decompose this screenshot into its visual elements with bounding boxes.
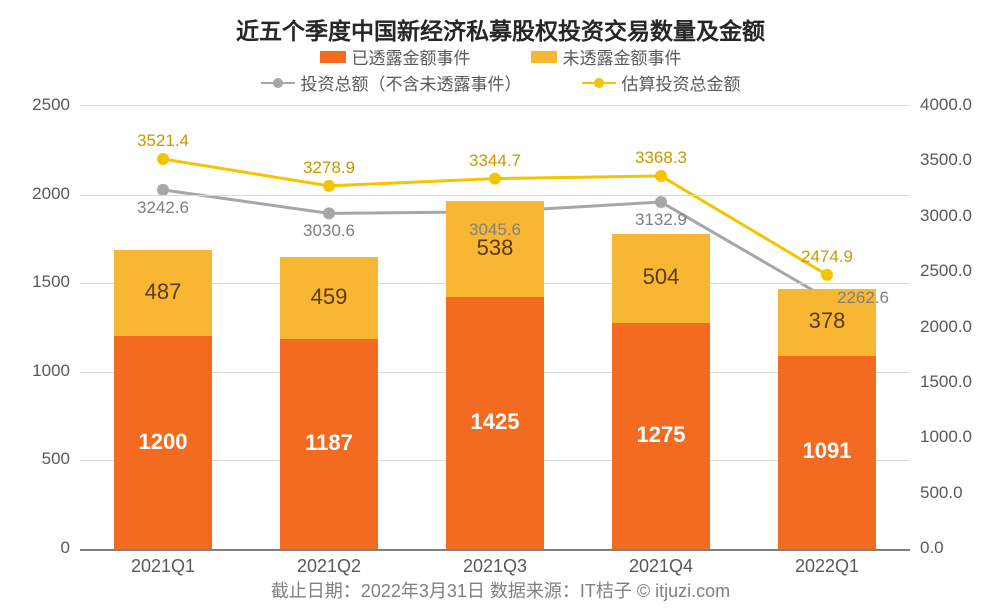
bar-disclosed: 1200 (114, 336, 212, 549)
legend-swatch (531, 51, 557, 63)
bar-undisclosed-value: 487 (114, 279, 212, 305)
bar-undisclosed-value: 459 (280, 284, 378, 310)
y-right-tick: 2500.0 (920, 261, 972, 281)
plot-area: 1200 487 1187 459 1425 538 1275 504 1091 378 3242.… (80, 105, 910, 551)
marker-est_total_amt (489, 173, 501, 185)
x-category: 2021Q3 (412, 556, 578, 577)
line-value-total_disclosed_amt: 3242.6 (123, 198, 203, 218)
y-right-tick: 0.0 (920, 538, 944, 558)
chart-title: 近五个季度中国新经济私募股权投资交易数量及金额 (0, 12, 1001, 46)
x-category: 2022Q1 (744, 556, 910, 577)
x-category: 2021Q2 (246, 556, 412, 577)
bar-disclosed-value: 1425 (446, 409, 544, 435)
bar-disclosed: 1275 (612, 323, 710, 549)
legend-label: 已透露金额事件 (352, 44, 471, 69)
marker-est_total_amt (157, 153, 169, 165)
bar-undisclosed: 538 (446, 201, 544, 296)
bar-undisclosed: 487 (114, 250, 212, 336)
marker-est_total_amt (655, 170, 667, 182)
line-value-est_total_amt: 3344.7 (455, 151, 535, 171)
legend-row-1: 已透露金额事件 未透露金额事件 (0, 44, 1001, 69)
legend-item-total_disclosed_amt: 投资总额（不含未透露事件） (261, 70, 522, 95)
marker-total_disclosed_amt (655, 196, 667, 208)
bar-disclosed-value: 1091 (778, 438, 876, 464)
y-right-tick: 1000.0 (920, 427, 972, 447)
y-right-tick: 4000.0 (920, 95, 972, 115)
y-right-tick: 3000.0 (920, 206, 972, 226)
line-value-est_total_amt: 3368.3 (621, 148, 701, 168)
legend-item-disclosed: 已透露金额事件 (320, 44, 471, 69)
line-value-est_total_amt: 2474.9 (787, 247, 867, 267)
legend-row-2: 投资总额（不含未透露事件） 估算投资总金额 (0, 70, 1001, 95)
x-category: 2021Q1 (80, 556, 246, 577)
bar-disclosed-value: 1187 (280, 430, 378, 456)
chart-footer: 截止日期：2022年3月31日 数据来源：IT桔子 © itjuzi.com (0, 577, 1001, 603)
bar-disclosed: 1425 (446, 297, 544, 550)
y-left-tick: 2000 (10, 184, 70, 204)
y-right-tick: 1500.0 (920, 372, 972, 392)
legend-label: 投资总额（不含未透露事件） (301, 70, 522, 95)
marker-est_total_amt (323, 180, 335, 192)
y-right-tick: 3500.0 (920, 150, 972, 170)
legend-item-est_total_amt: 估算投资总金额 (582, 70, 741, 95)
legend-item-undisclosed: 未透露金额事件 (531, 44, 682, 69)
bar-undisclosed-value: 504 (612, 264, 710, 290)
marker-est_total_amt (821, 269, 833, 281)
legend-swatch (320, 51, 346, 63)
y-left-tick: 2500 (10, 95, 70, 115)
legend-label: 未透露金额事件 (563, 44, 682, 69)
y-left-tick: 500 (10, 449, 70, 469)
line-value-total_disclosed_amt: 3045.6 (455, 220, 535, 240)
marker-total_disclosed_amt (323, 207, 335, 219)
y-left-tick: 1000 (10, 361, 70, 381)
bar-disclosed-value: 1200 (114, 429, 212, 455)
bar-undisclosed: 459 (280, 257, 378, 338)
legend-label: 估算投资总金额 (622, 70, 741, 95)
y-right-tick: 500.0 (920, 483, 963, 503)
line-value-total_disclosed_amt: 3030.6 (289, 221, 369, 241)
y-left-tick: 1500 (10, 272, 70, 292)
bar-disclosed: 1091 (778, 356, 876, 549)
gridline (80, 195, 910, 196)
y-left-tick: 0 (10, 538, 70, 558)
line-value-total_disclosed_amt: 3132.9 (621, 210, 701, 230)
y-right-tick: 2000.0 (920, 317, 972, 337)
line-value-est_total_amt: 3521.4 (123, 131, 203, 151)
bar-disclosed: 1187 (280, 339, 378, 549)
bar-undisclosed: 504 (612, 234, 710, 323)
x-category: 2021Q4 (578, 556, 744, 577)
legend-line-swatch (261, 76, 295, 90)
legend-line-swatch (582, 76, 616, 90)
line-value-total_disclosed_amt: 2262.6 (837, 288, 917, 308)
line-value-est_total_amt: 3278.9 (289, 158, 369, 178)
bar-disclosed-value: 1275 (612, 422, 710, 448)
bar-undisclosed-value: 378 (778, 308, 876, 334)
